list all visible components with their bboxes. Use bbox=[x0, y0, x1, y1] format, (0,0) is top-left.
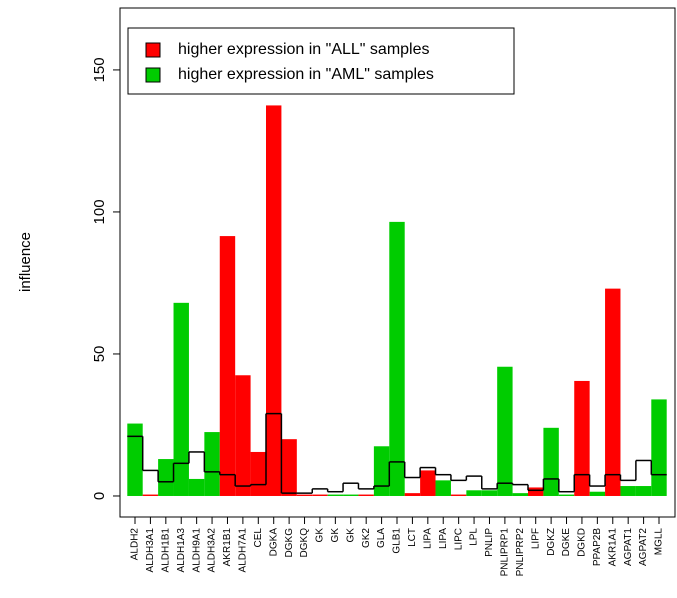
bar bbox=[589, 491, 606, 496]
x-tick-label: DGKG bbox=[284, 528, 295, 558]
x-tick-label: LIPA bbox=[422, 528, 433, 549]
bar bbox=[327, 494, 344, 496]
x-tick-label: AKR1B1 bbox=[222, 528, 233, 567]
bar bbox=[620, 486, 636, 496]
x-tick-label: AGPAT1 bbox=[623, 528, 634, 566]
x-tick-label: PNLIPRP1 bbox=[500, 528, 511, 577]
x-tick-label: LIPC bbox=[453, 528, 464, 550]
bar bbox=[250, 451, 266, 496]
x-tick-label: MGLL bbox=[654, 528, 665, 556]
bar bbox=[558, 494, 575, 496]
x-tick-label: LIPF bbox=[530, 528, 541, 549]
x-tick-label: DGKA bbox=[268, 528, 279, 557]
bar bbox=[142, 494, 159, 496]
legend-swatch bbox=[145, 67, 161, 83]
x-tick-label: GLB1 bbox=[392, 528, 403, 554]
bar bbox=[296, 494, 313, 496]
y-axis-label: influence bbox=[17, 232, 34, 292]
x-tick-label: LIPA bbox=[438, 528, 449, 549]
legend-swatch bbox=[145, 42, 161, 58]
legend-box bbox=[127, 27, 515, 95]
x-tick-label: GK bbox=[330, 528, 341, 543]
bar bbox=[204, 432, 220, 496]
x-tick-label: DGKZ bbox=[546, 528, 557, 556]
x-tick-label: DGKQ bbox=[299, 528, 310, 558]
bar bbox=[574, 380, 590, 496]
x-tick-label: DGKD bbox=[577, 528, 588, 557]
x-tick-label: GK bbox=[315, 528, 326, 543]
x-tick-label: ALDH1A3 bbox=[176, 528, 187, 573]
bar bbox=[266, 105, 282, 496]
bar bbox=[404, 493, 421, 496]
x-tick-label: ALDH2 bbox=[130, 528, 141, 561]
x-tick-label: GLA bbox=[376, 528, 387, 548]
x-tick-label: ALDH3A1 bbox=[145, 528, 156, 573]
x-tick-label: PNLIP bbox=[484, 528, 495, 557]
y-tick-label: 50 bbox=[91, 346, 108, 363]
bar bbox=[343, 494, 359, 496]
y-tick-label: 150 bbox=[91, 57, 108, 82]
bar bbox=[312, 494, 328, 496]
x-tick-label: PNLIPRP2 bbox=[515, 528, 526, 577]
bar bbox=[450, 494, 467, 496]
bar bbox=[158, 459, 174, 496]
x-tick-label: AKR1A1 bbox=[607, 528, 618, 567]
x-tick-label: CEL bbox=[253, 528, 264, 548]
x-tick-label: GK bbox=[345, 528, 356, 543]
x-tick-label: PPAP2B bbox=[592, 528, 603, 566]
bar bbox=[281, 439, 297, 496]
legend-label: higher expression in "AML" samples bbox=[178, 66, 434, 83]
bar bbox=[173, 302, 189, 496]
legend-label: higher expression in "ALL" samples bbox=[178, 41, 430, 58]
x-tick-label: ALDH1B1 bbox=[160, 528, 171, 573]
bar bbox=[481, 490, 498, 496]
bar bbox=[373, 446, 390, 496]
x-tick-label: DGKE bbox=[561, 528, 572, 557]
x-tick-label: LPL bbox=[469, 528, 480, 546]
bar bbox=[389, 221, 405, 496]
y-tick-label: 0 bbox=[91, 492, 108, 500]
bar bbox=[512, 493, 528, 496]
bar bbox=[497, 366, 513, 496]
x-tick-label: LCT bbox=[407, 528, 418, 547]
bar bbox=[466, 490, 482, 496]
x-tick-label: GK2 bbox=[361, 528, 372, 548]
bar bbox=[219, 236, 236, 496]
bar bbox=[605, 288, 621, 496]
bar bbox=[188, 478, 205, 496]
bar bbox=[235, 375, 251, 496]
x-tick-label: ALDH7A1 bbox=[238, 528, 249, 573]
bar bbox=[420, 470, 436, 496]
bar bbox=[635, 486, 652, 496]
bar bbox=[358, 494, 374, 496]
x-tick-label: AGPAT2 bbox=[638, 528, 649, 566]
x-tick-label: ALDH3A2 bbox=[207, 528, 218, 573]
bar bbox=[435, 480, 451, 496]
bar bbox=[543, 427, 559, 496]
y-tick-label: 100 bbox=[91, 199, 108, 224]
bar bbox=[127, 423, 143, 496]
bar bbox=[651, 399, 667, 496]
x-tick-label: ALDH9A1 bbox=[191, 528, 202, 573]
bar bbox=[528, 487, 544, 496]
